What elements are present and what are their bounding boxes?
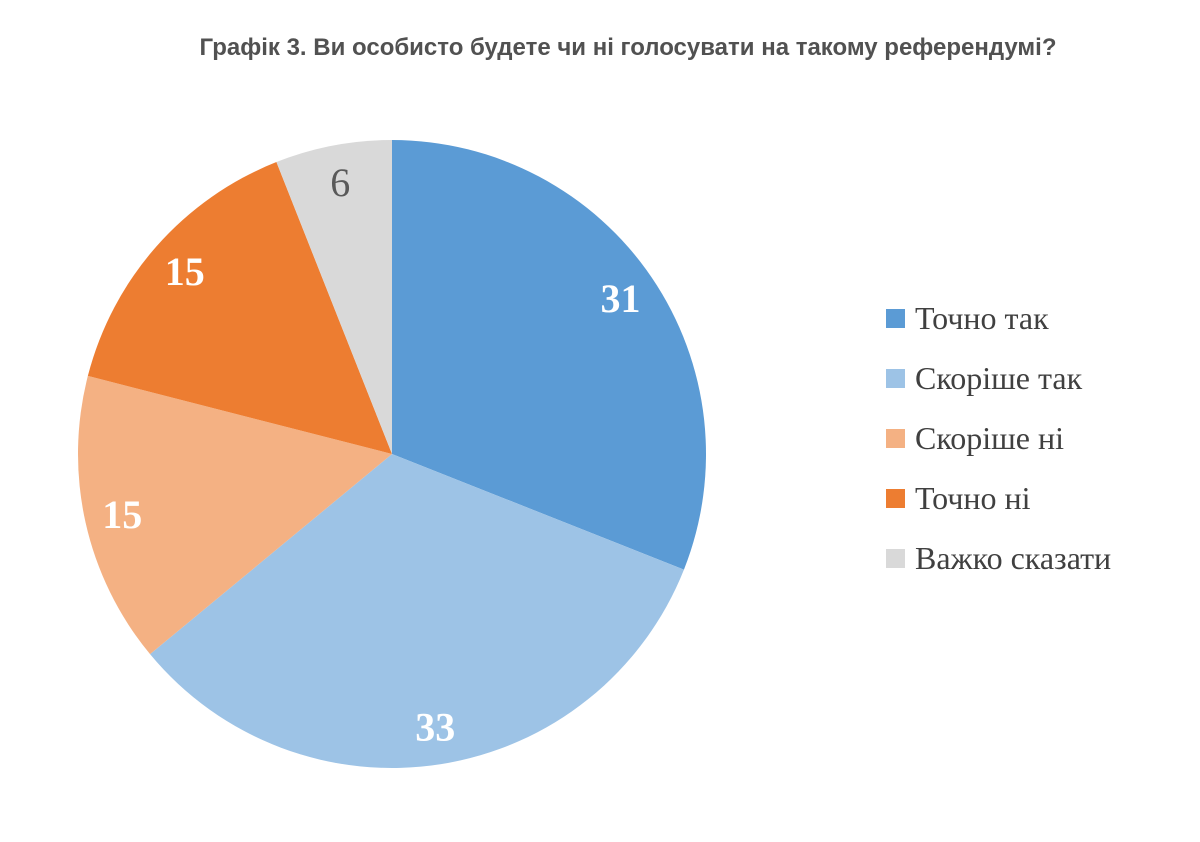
legend-label: Скоріше ні bbox=[915, 420, 1065, 456]
pie-slice-value-label: 15 bbox=[165, 249, 205, 294]
legend-item-2: Скоріше так bbox=[886, 358, 1111, 398]
pie-slice-3 bbox=[77, 375, 392, 655]
legend-label: Важко сказати bbox=[915, 540, 1112, 576]
pie-slice-value-label: 33 bbox=[415, 704, 455, 749]
pie-slice-4 bbox=[87, 162, 393, 455]
legend-swatch-icon bbox=[886, 488, 905, 508]
legend-item-4: Точно ні bbox=[886, 478, 1111, 518]
legend-label: Точно ні bbox=[915, 480, 1031, 516]
pie-slice-2 bbox=[150, 454, 684, 768]
legend-item-3: Скоріше ні bbox=[886, 418, 1111, 458]
legend-label: Точно так bbox=[915, 300, 1049, 336]
pie-slice-1 bbox=[392, 140, 706, 570]
legend-item-5: Важко сказати bbox=[886, 538, 1111, 578]
chart-legend: Точно так Скоріше так Скоріше ні Точно ні Ва… bbox=[886, 298, 1111, 578]
legend-swatch-icon bbox=[886, 548, 905, 568]
legend-item-1: Точно так bbox=[886, 298, 1111, 338]
pie-slice-value-label: 15 bbox=[102, 492, 142, 537]
legend-label: Скоріше так bbox=[915, 360, 1083, 396]
pie-slice-value-label: 31 bbox=[601, 276, 641, 321]
pie-chart: 31 33 15 15 6 bbox=[77, 140, 706, 768]
pie-slice-value-label: 6 bbox=[330, 160, 350, 205]
pie-slice-5 bbox=[276, 140, 392, 454]
legend-swatch-icon bbox=[886, 368, 905, 388]
chart-title: Графік 3. Ви особисто будете чи ні голос… bbox=[199, 34, 1057, 61]
legend-swatch-icon bbox=[886, 308, 905, 328]
legend-swatch-icon bbox=[886, 428, 905, 448]
